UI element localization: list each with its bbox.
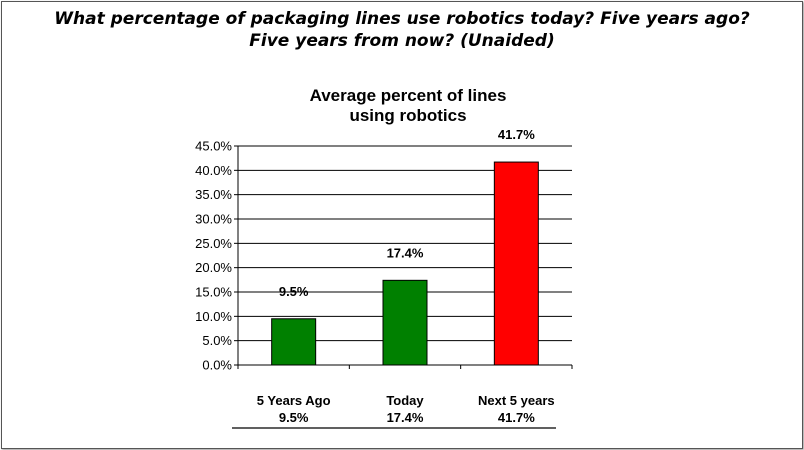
- chart-title-line: using robotics: [349, 106, 466, 125]
- table-category-2: Today: [386, 393, 424, 408]
- y-tick-label: 20.0%: [195, 260, 232, 275]
- table-value-1: 9.5%: [279, 410, 309, 425]
- y-tick-label: 25.0%: [195, 236, 232, 251]
- table-category-1: 5 Years Ago: [257, 393, 331, 408]
- y-tick-label: 30.0%: [195, 212, 232, 227]
- table-value-2: 17.4%: [387, 410, 424, 425]
- question-text: What percentage of packaging lines use r…: [2, 8, 802, 52]
- question-line-2: Five years from now? (Unaided): [249, 31, 555, 51]
- data-label-2: 17.4%: [387, 245, 424, 260]
- y-tick-label: 40.0%: [195, 163, 232, 178]
- question-line-1: What percentage of packaging lines use r…: [54, 9, 750, 29]
- table-value-3: 41.7%: [498, 410, 535, 425]
- y-tick-label: 10.0%: [195, 309, 232, 324]
- y-tick-label: 45.0%: [195, 139, 232, 154]
- y-tick-label: 5.0%: [202, 333, 232, 348]
- bar-3: [493, 161, 539, 366]
- table-category-3: Next 5 years: [478, 393, 555, 408]
- y-tick-label: 0.0%: [202, 358, 232, 373]
- data-label-1: 9.5%: [279, 284, 309, 299]
- y-tick-label: 35.0%: [195, 187, 232, 202]
- bar-1: [271, 318, 317, 366]
- data-label-3: 41.7%: [498, 127, 535, 142]
- y-tick-label: 15.0%: [195, 285, 232, 300]
- chart-title-line: Average percent of lines: [310, 86, 507, 105]
- bar-2: [382, 279, 428, 366]
